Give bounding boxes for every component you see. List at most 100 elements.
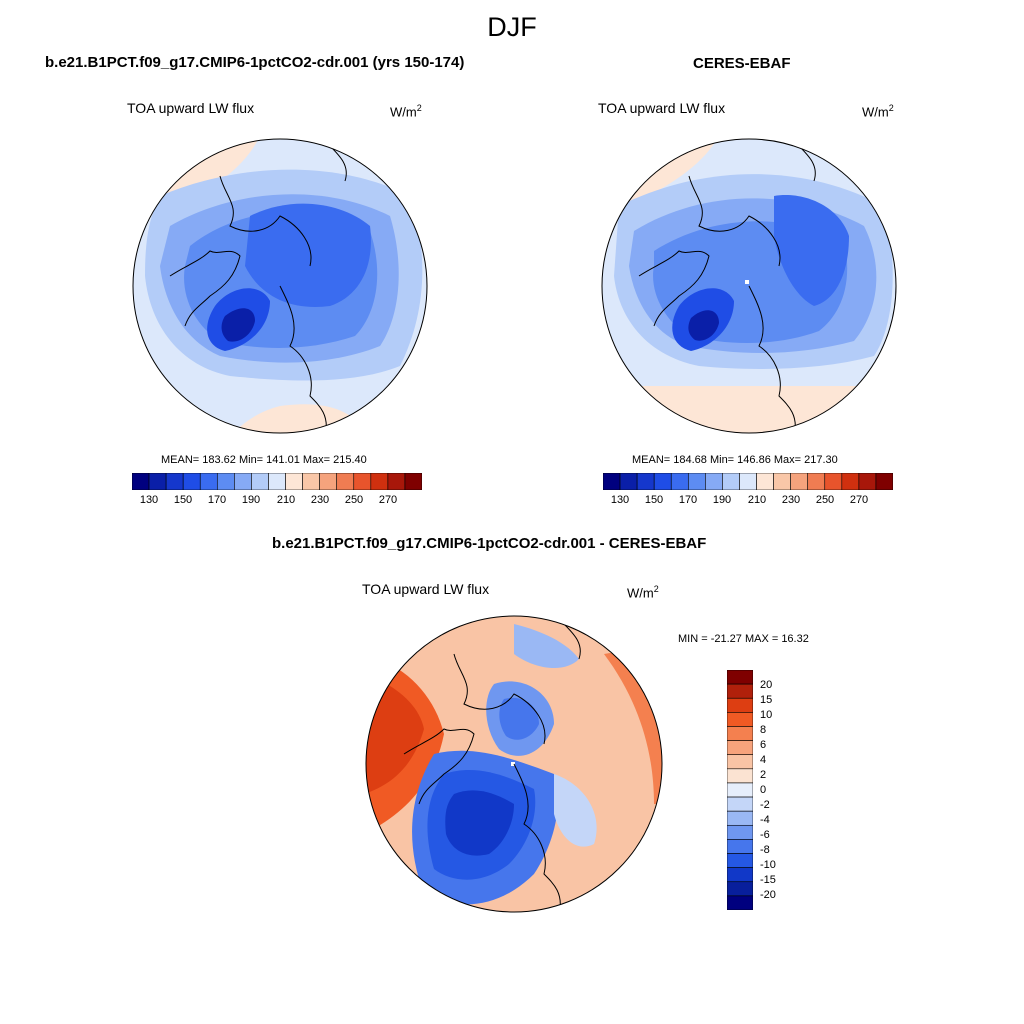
- panel-2-colorbar-swatch-6: [705, 473, 723, 490]
- panel-1-polar-map: [132, 138, 428, 434]
- panel-1-colorbar-swatch-0: [132, 473, 150, 490]
- panel-1-title: b.e21.B1PCT.f09_g17.CMIP6-1pctCO2-cdr.00…: [45, 54, 465, 71]
- panel-2-units: W/m2: [862, 103, 894, 120]
- panel-1-colorbar-swatch-14: [370, 473, 389, 490]
- panel-3-variable-label: TOA upward LW flux: [362, 581, 490, 597]
- panel-3-units: W/m2: [627, 584, 659, 601]
- panel-3-tick-neg2: -2: [760, 799, 770, 811]
- panel-3-colorbar-swatch-11: [727, 824, 753, 840]
- panel-3-colorbar-swatch-3: [727, 712, 753, 727]
- panel-1-tick-270: 270: [378, 494, 398, 506]
- panel-1-tick-190: 190: [241, 494, 261, 506]
- panel-2-colorbar-swatch-14: [841, 473, 860, 490]
- panel-1-colorbar-swatch-11: [319, 473, 338, 490]
- panel-1-units: W/m2: [390, 103, 422, 120]
- panel-1-colorbar: [132, 473, 422, 490]
- panel-2-colorbar-swatch-5: [687, 473, 706, 490]
- panel-1-colorbar-swatch-12: [336, 473, 355, 490]
- panel-1-colorbar-swatch-7: [251, 473, 269, 490]
- panel-3-colorbar-swatch-15: [727, 881, 753, 897]
- panel-1-colorbar-swatch-8: [268, 473, 286, 490]
- panel-3-tick-2: 2: [760, 769, 767, 781]
- panel-1-colorbar-swatch-9: [285, 473, 303, 490]
- panel-1-colorbar-swatch-15: [387, 473, 406, 490]
- panel-3-colorbar-swatch-6: [727, 754, 753, 770]
- panel-1-colorbar-swatch-13: [353, 473, 372, 490]
- panel-1-variable-label: TOA upward LW flux: [127, 100, 255, 116]
- panel-2-tick-250: 250: [815, 494, 835, 506]
- panel-1-colorbar-swatch-16: [404, 473, 422, 490]
- panel-2-colorbar-swatch-7: [722, 473, 740, 490]
- panel-3-colorbar-swatch-5: [727, 740, 753, 756]
- panel-2-colorbar-swatch-11: [790, 473, 809, 490]
- panel-1-tick-130: 130: [139, 494, 159, 506]
- panel-1-colorbar-swatch-3: [182, 473, 201, 490]
- panel-3-colorbar-swatch-0: [727, 670, 753, 685]
- panel-1-colorbar-swatch-6: [234, 473, 252, 490]
- panel-2-colorbar-ticks: 130 150 170 190 210 230 250 270: [603, 494, 893, 508]
- panel-3-colorbar-swatch-12: [727, 839, 753, 854]
- panel-2-colorbar-swatch-16: [875, 473, 893, 490]
- figure-title: DJF: [487, 12, 537, 42]
- panel-3-colorbar-swatch-16: [727, 895, 753, 910]
- panel-3-tick-neg8: -8: [760, 844, 770, 856]
- panel-1-tick-170: 170: [207, 494, 227, 506]
- panel-2-colorbar-swatch-1: [619, 473, 638, 490]
- panel-3-colorbar-ticks: 20 15 10 8 6 4 2 0 -2 -4 -6 -8 -10 -15 -…: [760, 670, 800, 910]
- panel-3-colorbar-swatch-9: [727, 796, 753, 812]
- panel-3-tick-neg20: -20: [760, 889, 776, 901]
- panel-3-tick-6: 6: [760, 739, 767, 751]
- panel-3-tick-8: 8: [760, 724, 767, 736]
- panel-3-title: b.e21.B1PCT.f09_g17.CMIP6-1pctCO2-cdr.00…: [272, 535, 707, 552]
- panel-2-colorbar-swatch-8: [739, 473, 757, 490]
- panel-2-tick-270: 270: [849, 494, 869, 506]
- panel-2-colorbar-swatch-12: [807, 473, 826, 490]
- panel-1-tick-250: 250: [344, 494, 364, 506]
- panel-3-stats: MIN = -21.27 MAX = 16.32: [678, 633, 809, 645]
- panel-3-colorbar-swatch-10: [727, 810, 753, 826]
- panel-3-colorbar-swatch-4: [727, 726, 753, 741]
- panel-2-colorbar-swatch-3: [653, 473, 672, 490]
- panel-2-polar-map: [601, 138, 897, 434]
- panel-1-colorbar-swatch-10: [302, 473, 320, 490]
- panel-1-colorbar-swatch-2: [165, 473, 184, 490]
- panel-2-colorbar-swatch-4: [670, 473, 689, 490]
- panel-3-colorbar-swatch-13: [727, 853, 753, 868]
- panel-3-colorbar-swatch-1: [727, 683, 753, 699]
- panel-1-tick-230: 230: [310, 494, 330, 506]
- panel-1-colorbar-swatch-1: [148, 473, 167, 490]
- panel-2-colorbar: [603, 473, 893, 490]
- panel-2-tick-150: 150: [644, 494, 664, 506]
- panel-3-tick-neg4: -4: [760, 814, 770, 826]
- panel-2-colorbar-swatch-13: [824, 473, 843, 490]
- panel-3-tick-4: 4: [760, 754, 767, 766]
- panel-2-tick-230: 230: [781, 494, 801, 506]
- panel-1-colorbar-ticks: 130 150 170 190 210 230 250 270: [132, 494, 422, 508]
- panel-1-tick-150: 150: [173, 494, 193, 506]
- panel-3-colorbar-swatch-8: [727, 782, 753, 798]
- panel-2-colorbar-swatch-2: [636, 473, 655, 490]
- panel-2-tick-170: 170: [678, 494, 698, 506]
- panel-2-title: CERES-EBAF: [693, 55, 791, 72]
- panel-2-colorbar-swatch-0: [603, 473, 621, 490]
- panel-1-colorbar-swatch-5: [216, 473, 235, 490]
- panel-3-tick-neg10: -10: [760, 859, 776, 871]
- panel-1-stats: MEAN= 183.62 Min= 141.01 Max= 215.40: [161, 454, 367, 466]
- panel-2-tick-210: 210: [747, 494, 767, 506]
- panel-3-colorbar-swatch-7: [727, 768, 753, 784]
- panel-3-colorbar-swatch-2: [727, 697, 753, 713]
- panel-3-tick-0: 0: [760, 784, 767, 796]
- panel-2-colorbar-swatch-10: [773, 473, 791, 490]
- panel-2-stats: MEAN= 184.68 Min= 146.86 Max= 217.30: [632, 454, 838, 466]
- panel-3-tick-neg6: -6: [760, 829, 770, 841]
- panel-3-colorbar: [727, 670, 753, 910]
- panel-3-tick-10: 10: [760, 709, 773, 721]
- panel-3-polar-map: [365, 615, 663, 913]
- panel-2-colorbar-swatch-15: [858, 473, 877, 490]
- panel-3-colorbar-swatch-14: [727, 867, 753, 883]
- panel-2-colorbar-swatch-9: [756, 473, 774, 490]
- panel-2-tick-190: 190: [712, 494, 732, 506]
- panel-3-tick-20: 20: [760, 679, 773, 691]
- panel-2-variable-label: TOA upward LW flux: [598, 100, 726, 116]
- panel-1-colorbar-swatch-4: [199, 473, 218, 490]
